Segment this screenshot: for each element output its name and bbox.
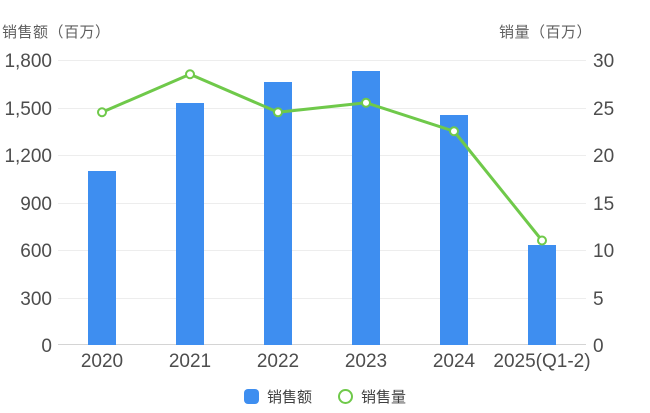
right-axis-title: 销量（百万）: [498, 24, 592, 41]
right-tick-label: 0: [593, 336, 604, 357]
line-marker-2021[interactable]: [185, 69, 195, 80]
x-tick-label-2020: 2020: [80, 351, 124, 372]
left-tick-label: 600: [20, 241, 52, 262]
x-tick-label-2022: 2022: [256, 351, 300, 372]
bar-2023[interactable]: [352, 71, 380, 345]
x-axis-line: [58, 344, 586, 345]
right-tick-label: 30: [593, 51, 615, 72]
left-tick-label: 1,200: [4, 146, 52, 167]
left-tick-label: 300: [20, 288, 52, 310]
line-marker-2025(Q1-2)[interactable]: [537, 235, 547, 246]
left-tick-label: 900: [20, 193, 52, 215]
x-tick-label-2024: 2024: [432, 351, 476, 372]
bar-2021[interactable]: [176, 102, 204, 345]
right-tick-label: 5: [593, 288, 604, 310]
plot-area: [58, 60, 586, 345]
right-tick-label: 10: [593, 241, 615, 262]
right-tick-label: 25: [593, 98, 615, 120]
gridline: [58, 250, 586, 251]
gridline: [58, 155, 586, 156]
left-tick-label: 0: [41, 336, 52, 357]
gridline: [58, 60, 586, 61]
line-marker-2024[interactable]: [449, 126, 459, 137]
bar-2022[interactable]: [264, 82, 292, 345]
bar-swatch-icon: [243, 389, 259, 404]
line-marker-2020[interactable]: [97, 107, 107, 118]
sales-volume-line: [100, 72, 544, 242]
bar-2020[interactable]: [88, 170, 116, 345]
legend-label: 销售量: [361, 389, 407, 406]
right-tick-label: 15: [593, 193, 615, 215]
line-series-layer: [97, 69, 547, 246]
right-tick-label: 20: [593, 146, 615, 167]
left-axis-title: 销售额（百万）: [2, 24, 111, 41]
x-tick-label-2023: 2023: [344, 351, 388, 372]
left-tick-label: 1,500: [4, 98, 52, 120]
left-tick-label: 1,800: [4, 51, 52, 72]
bar-2024[interactable]: [440, 115, 468, 345]
legend-label: 销售额: [266, 389, 312, 406]
legend-item-sales-amount[interactable]: 销售额: [243, 386, 312, 407]
x-tick-label-2021: 2021: [168, 351, 212, 372]
line-marker-2022[interactable]: [273, 107, 283, 118]
gridline: [58, 202, 586, 204]
line-marker-2023[interactable]: [361, 97, 371, 108]
bar-2025(Q1-2)[interactable]: [528, 245, 556, 345]
legend-item-sales-volume[interactable]: 销售量: [338, 386, 406, 407]
open-circle-swatch-icon: [338, 389, 353, 404]
legend: 销售额 销售量: [0, 386, 650, 407]
x-tick-label-2025(Q1-2): 2025(Q1-2): [493, 351, 591, 372]
gridline: [58, 297, 586, 299]
